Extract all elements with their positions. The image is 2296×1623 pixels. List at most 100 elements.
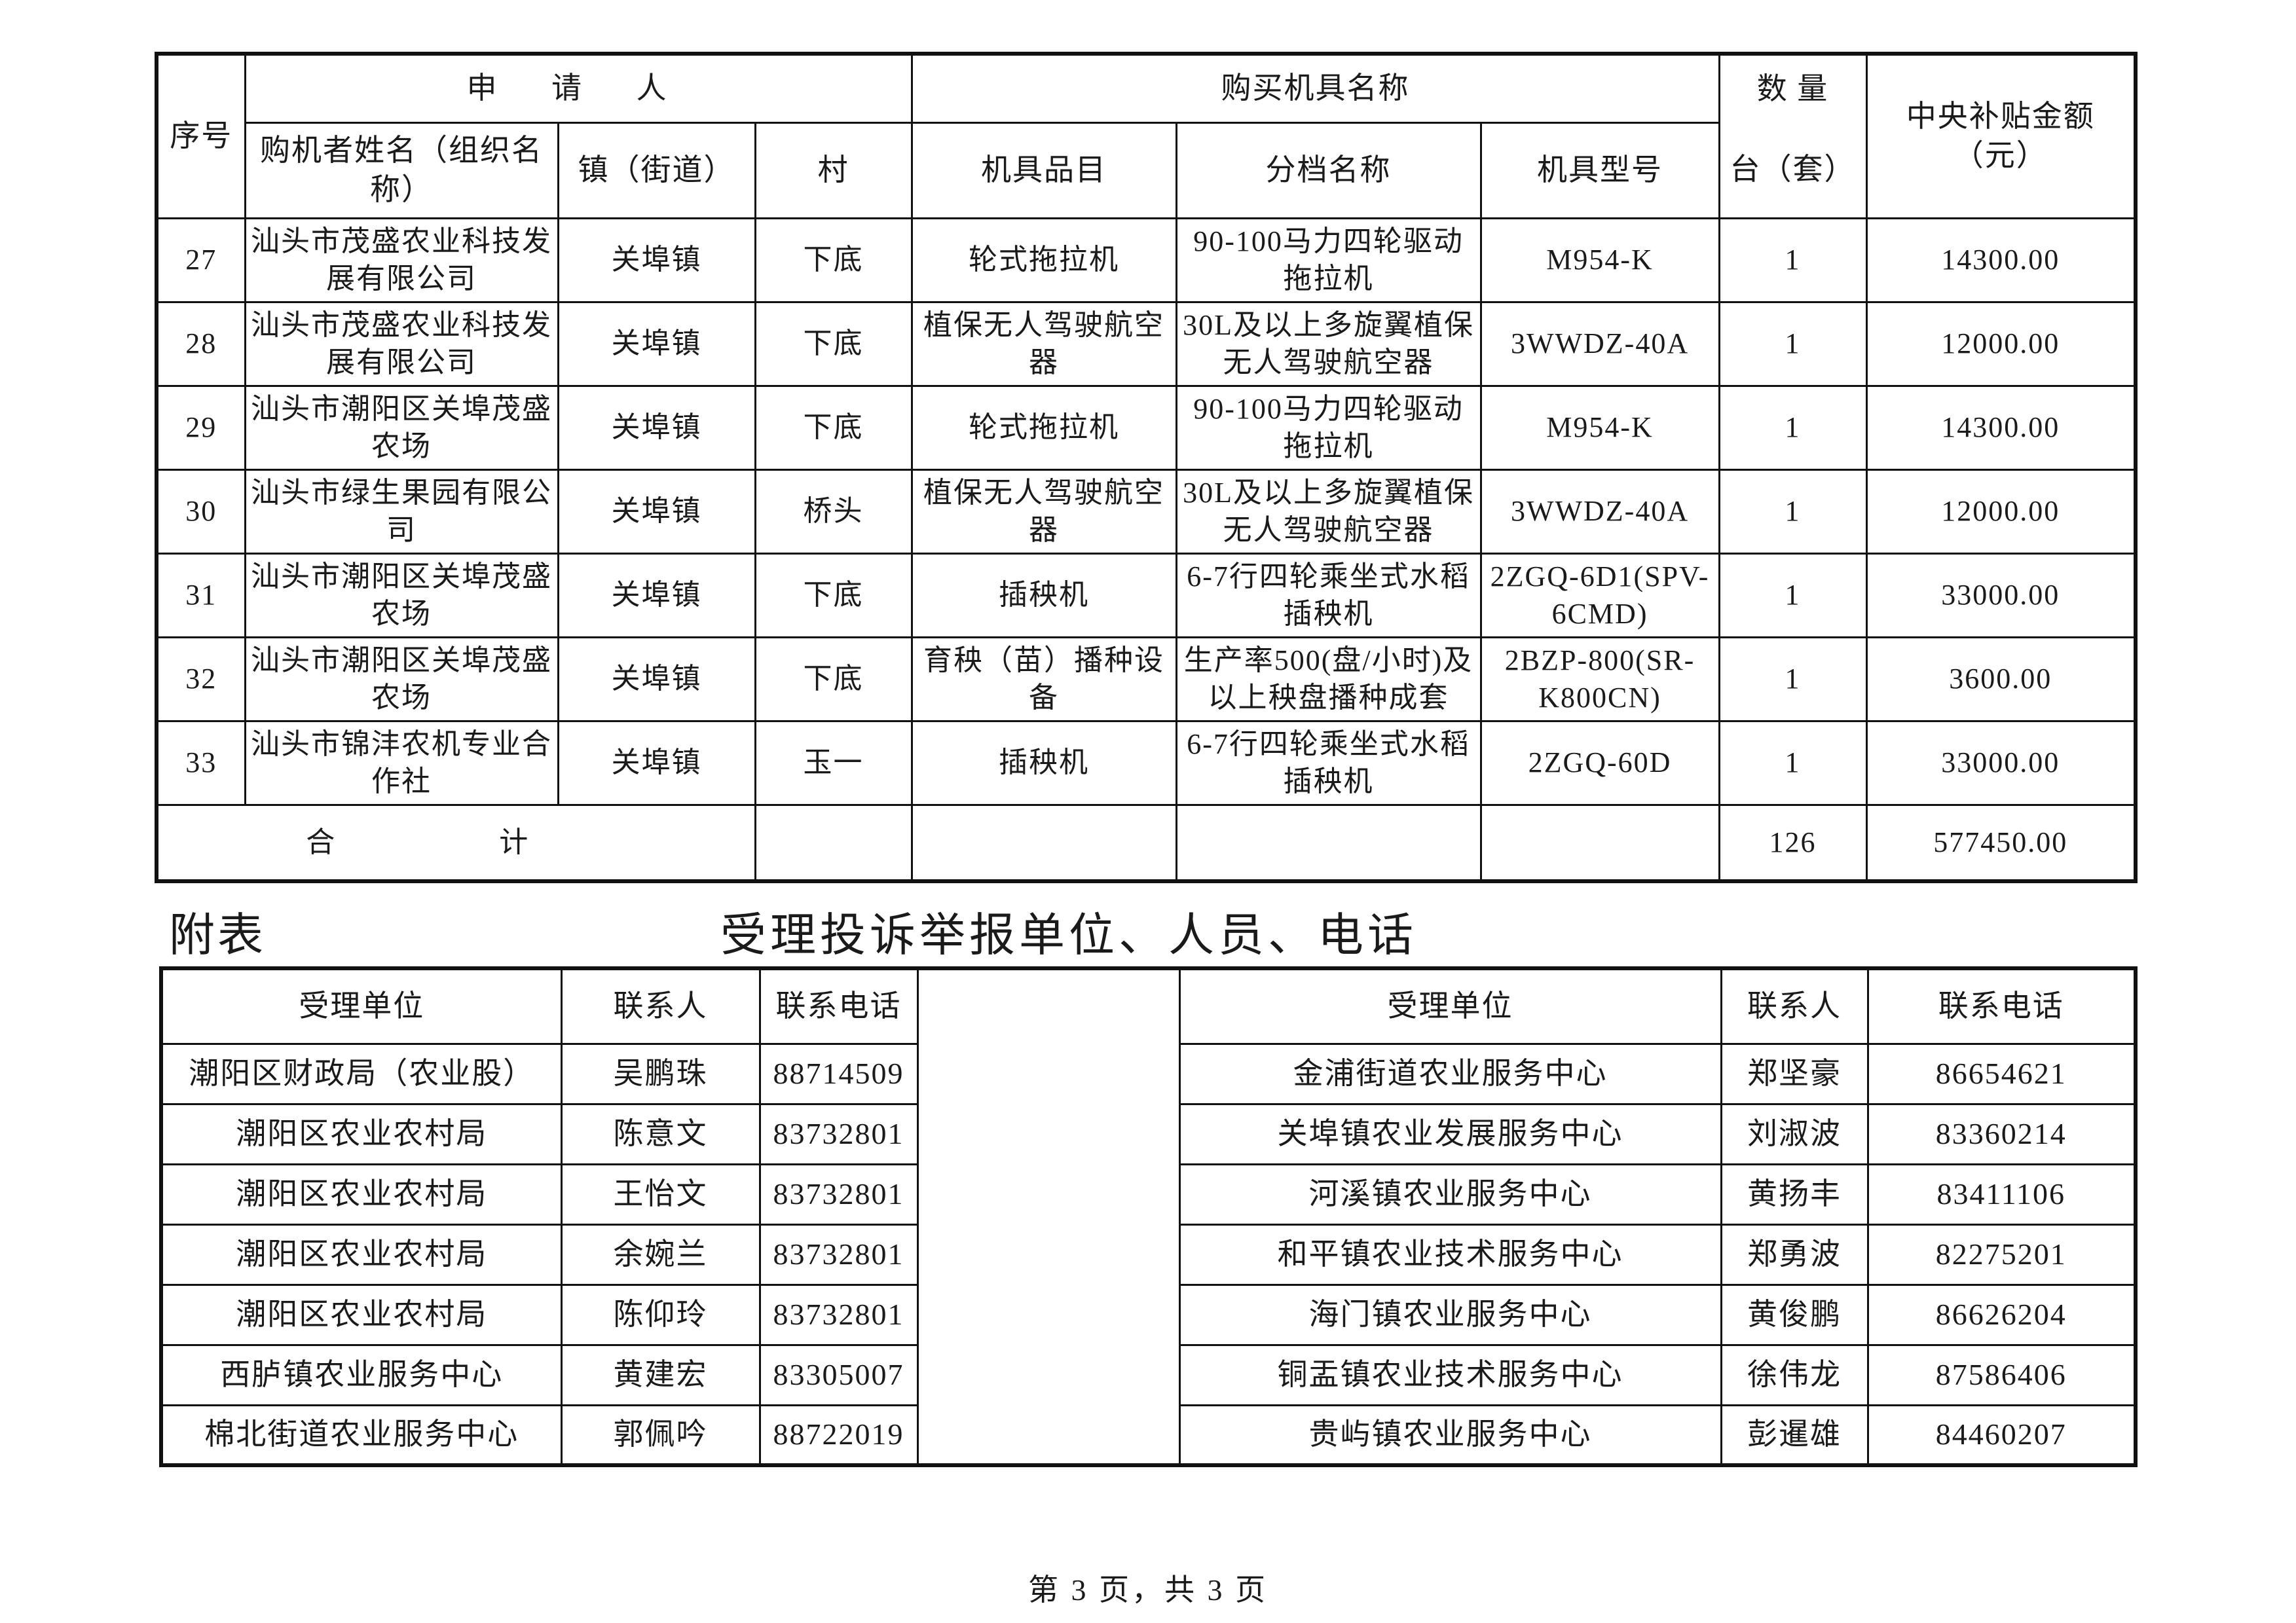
cell-unit: 河溪镇农业服务中心: [1178, 1163, 1722, 1226]
cell-phone: 86626204: [1866, 1283, 2137, 1346]
cell-contact: 黄建宏: [560, 1343, 761, 1406]
header-grade: 分档名称: [1175, 121, 1482, 219]
total-empty-model: [1479, 803, 1720, 883]
cell-seq: 32: [155, 636, 246, 722]
cell-model: 2BZP-800(SR-K800CN): [1479, 636, 1720, 722]
cell-village: 下底: [754, 384, 913, 471]
cell-amount: 14300.00: [1865, 384, 2137, 471]
cell-grade: 30L及以上多旋翼植保无人驾驶航空器: [1175, 468, 1482, 555]
cell-contact: 黄扬丰: [1720, 1163, 1869, 1226]
cell-qty: 1: [1718, 552, 1868, 638]
cell-seq: 27: [155, 217, 246, 303]
cell-town: 关埠镇: [557, 720, 756, 806]
cell-seq: 30: [155, 468, 246, 555]
cell-amount: 3600.00: [1865, 636, 2137, 722]
header-amount: 中央补贴金额（元）: [1865, 52, 2137, 219]
cell-grade: 6-7行四轮乘坐式水稻插秧机: [1175, 552, 1482, 638]
cell-buyer: 汕头市茂盛农业科技发展有限公司: [244, 217, 559, 303]
cell-contact: 彭暹雄: [1720, 1404, 1869, 1467]
complaint-contacts-table: 受理单位 联系人 联系电话 受理单位 联系人 联系电话 潮阳区财政局（农业股） 吴鹏珠 8871…: [159, 966, 2138, 1467]
cell-phone: 83411106: [1866, 1163, 2137, 1226]
table-row: 28 汕头市茂盛农业科技发展有限公司 关埠镇 下底 植保无人驾驶航空器 30L及以上多旋翼…: [155, 301, 2137, 387]
cell-village: 下底: [754, 552, 913, 638]
cell-town: 关埠镇: [557, 468, 756, 555]
cell-amount: 33000.00: [1865, 552, 2137, 638]
cell-item: 插秧机: [910, 552, 1177, 638]
cell-seq: 33: [155, 720, 246, 806]
header-seq: 序号: [155, 52, 246, 219]
cell-unit: 和平镇农业技术服务中心: [1178, 1223, 1722, 1286]
header-row: 受理单位 联系人 联系电话 受理单位 联系人 联系电话: [160, 966, 2137, 1467]
cell-model: 3WWDZ-40A: [1479, 301, 1720, 387]
cell-unit: 潮阳区财政局（农业股）: [160, 1042, 563, 1105]
cell-item: 育秧（苗）播种设备: [910, 636, 1177, 722]
cell-buyer: 汕头市潮阳区关埠茂盛农场: [244, 552, 559, 638]
cell-item: 轮式拖拉机: [910, 384, 1177, 471]
cell-amount: 12000.00: [1865, 468, 2137, 555]
header-item: 机具品目: [910, 121, 1177, 219]
cell-town: 关埠镇: [557, 384, 756, 471]
cell-phone: 83732801: [758, 1103, 919, 1165]
table-row: 潮阳区农业农村局 陈仰玲 83732801 海门镇农业服务中心 黄俊鹏 86626204: [160, 1283, 2137, 1346]
cell-buyer: 汕头市锦沣农机专业合作社: [244, 720, 559, 806]
cell-contact: 黄俊鹏: [1720, 1283, 1869, 1346]
cell-phone: 83732801: [758, 1283, 919, 1346]
cell-contact: 郑坚豪: [1720, 1042, 1869, 1105]
header-buyer: 购机者姓名（组织名称）: [244, 121, 559, 219]
cell-amount: 14300.00: [1865, 217, 2137, 303]
cell-item: 植保无人驾驶航空器: [910, 468, 1177, 555]
header-phone: 联系电话: [758, 967, 919, 1045]
header-qty: 数 量: [1718, 52, 1868, 122]
cell-model: 3WWDZ-40A: [1479, 468, 1720, 555]
table-row: 31 汕头市潮阳区关埠茂盛农场 关埠镇 下底 插秧机 6-7行四轮乘坐式水稻插秧机 2ZGQ…: [155, 552, 2137, 638]
header-applicant: 申 请 人: [244, 52, 913, 124]
cell-grade: 90-100马力四轮驱动拖拉机: [1175, 217, 1482, 303]
header-machine: 购买机具名称: [910, 52, 1720, 124]
page-number: 第 3 页，共 3 页: [1028, 1573, 1268, 1607]
total-empty-grade: [1175, 803, 1482, 883]
cell-seq: 31: [155, 552, 246, 638]
total-empty-item: [910, 803, 1177, 883]
cell-town: 关埠镇: [557, 301, 756, 387]
cell-contact: 郑勇波: [1720, 1223, 1869, 1286]
table-row: 29 汕头市潮阳区关埠茂盛农场 关埠镇 下底 轮式拖拉机 90-100马力四轮驱动拖拉机 M…: [155, 384, 2137, 471]
cell-phone: 88714509: [758, 1042, 919, 1105]
annex-label: 附表: [169, 911, 266, 961]
header-village: 村: [754, 121, 913, 219]
cell-grade: 生产率500(盘/小时)及以上秧盘播种成套: [1175, 636, 1482, 722]
subsidy-table: 序号 申 请 人 购买机具名称 数 量 中央补贴金额（元） 购机者姓名（组织名称…: [155, 52, 2138, 883]
cell-contact: 刘淑波: [1720, 1103, 1869, 1165]
cell-qty: 1: [1718, 384, 1868, 471]
cell-phone: 86654621: [1866, 1042, 2137, 1105]
cell-village: 下底: [754, 636, 913, 722]
cell-contact: 郭佩吟: [560, 1404, 761, 1467]
header-model: 机具型号: [1479, 121, 1720, 219]
table-row: 棉北街道农业服务中心 郭佩吟 88722019 贵屿镇农业服务中心 彭暹雄 8446020…: [160, 1404, 2137, 1467]
table-row: 32 汕头市潮阳区关埠茂盛农场 关埠镇 下底 育秧（苗）播种设备 生产率500(盘/小时)…: [155, 636, 2137, 722]
cell-village: 下底: [754, 217, 913, 303]
cell-phone: 83360214: [1866, 1103, 2137, 1165]
cell-village: 下底: [754, 301, 913, 387]
cell-qty: 1: [1718, 636, 1868, 722]
cell-qty: 1: [1718, 217, 1868, 303]
cell-town: 关埠镇: [557, 552, 756, 638]
cell-phone: 83305007: [758, 1343, 919, 1406]
total-label: 合 计: [155, 803, 756, 883]
cell-grade: 90-100马力四轮驱动拖拉机: [1175, 384, 1482, 471]
cell-phone: 88722019: [758, 1404, 919, 1467]
total-empty-village: [754, 803, 913, 883]
total-row: 合 计 126 577450.00: [155, 803, 2137, 883]
cell-unit: 西胪镇农业服务中心: [160, 1343, 563, 1406]
header-town: 镇（街道）: [557, 121, 756, 219]
cell-grade: 6-7行四轮乘坐式水稻插秧机: [1175, 720, 1482, 806]
cell-unit: 海门镇农业服务中心: [1178, 1283, 1722, 1346]
cell-model: M954-K: [1479, 217, 1720, 303]
cell-contact: 吴鹏珠: [560, 1042, 761, 1105]
table-row: 27 汕头市茂盛农业科技发展有限公司 关埠镇 下底 轮式拖拉机 90-100马力四轮驱动拖…: [155, 217, 2137, 303]
cell-buyer: 汕头市潮阳区关埠茂盛农场: [244, 384, 559, 471]
table-row: 潮阳区农业农村局 王怡文 83732801 河溪镇农业服务中心 黄扬丰 83411106: [160, 1163, 2137, 1226]
cell-contact: 陈仰玲: [560, 1283, 761, 1346]
table-row: 潮阳区农业农村局 陈意文 83732801 关埠镇农业发展服务中心 刘淑波 8336021…: [160, 1103, 2137, 1165]
cell-town: 关埠镇: [557, 636, 756, 722]
cell-phone: 84460207: [1866, 1404, 2137, 1467]
